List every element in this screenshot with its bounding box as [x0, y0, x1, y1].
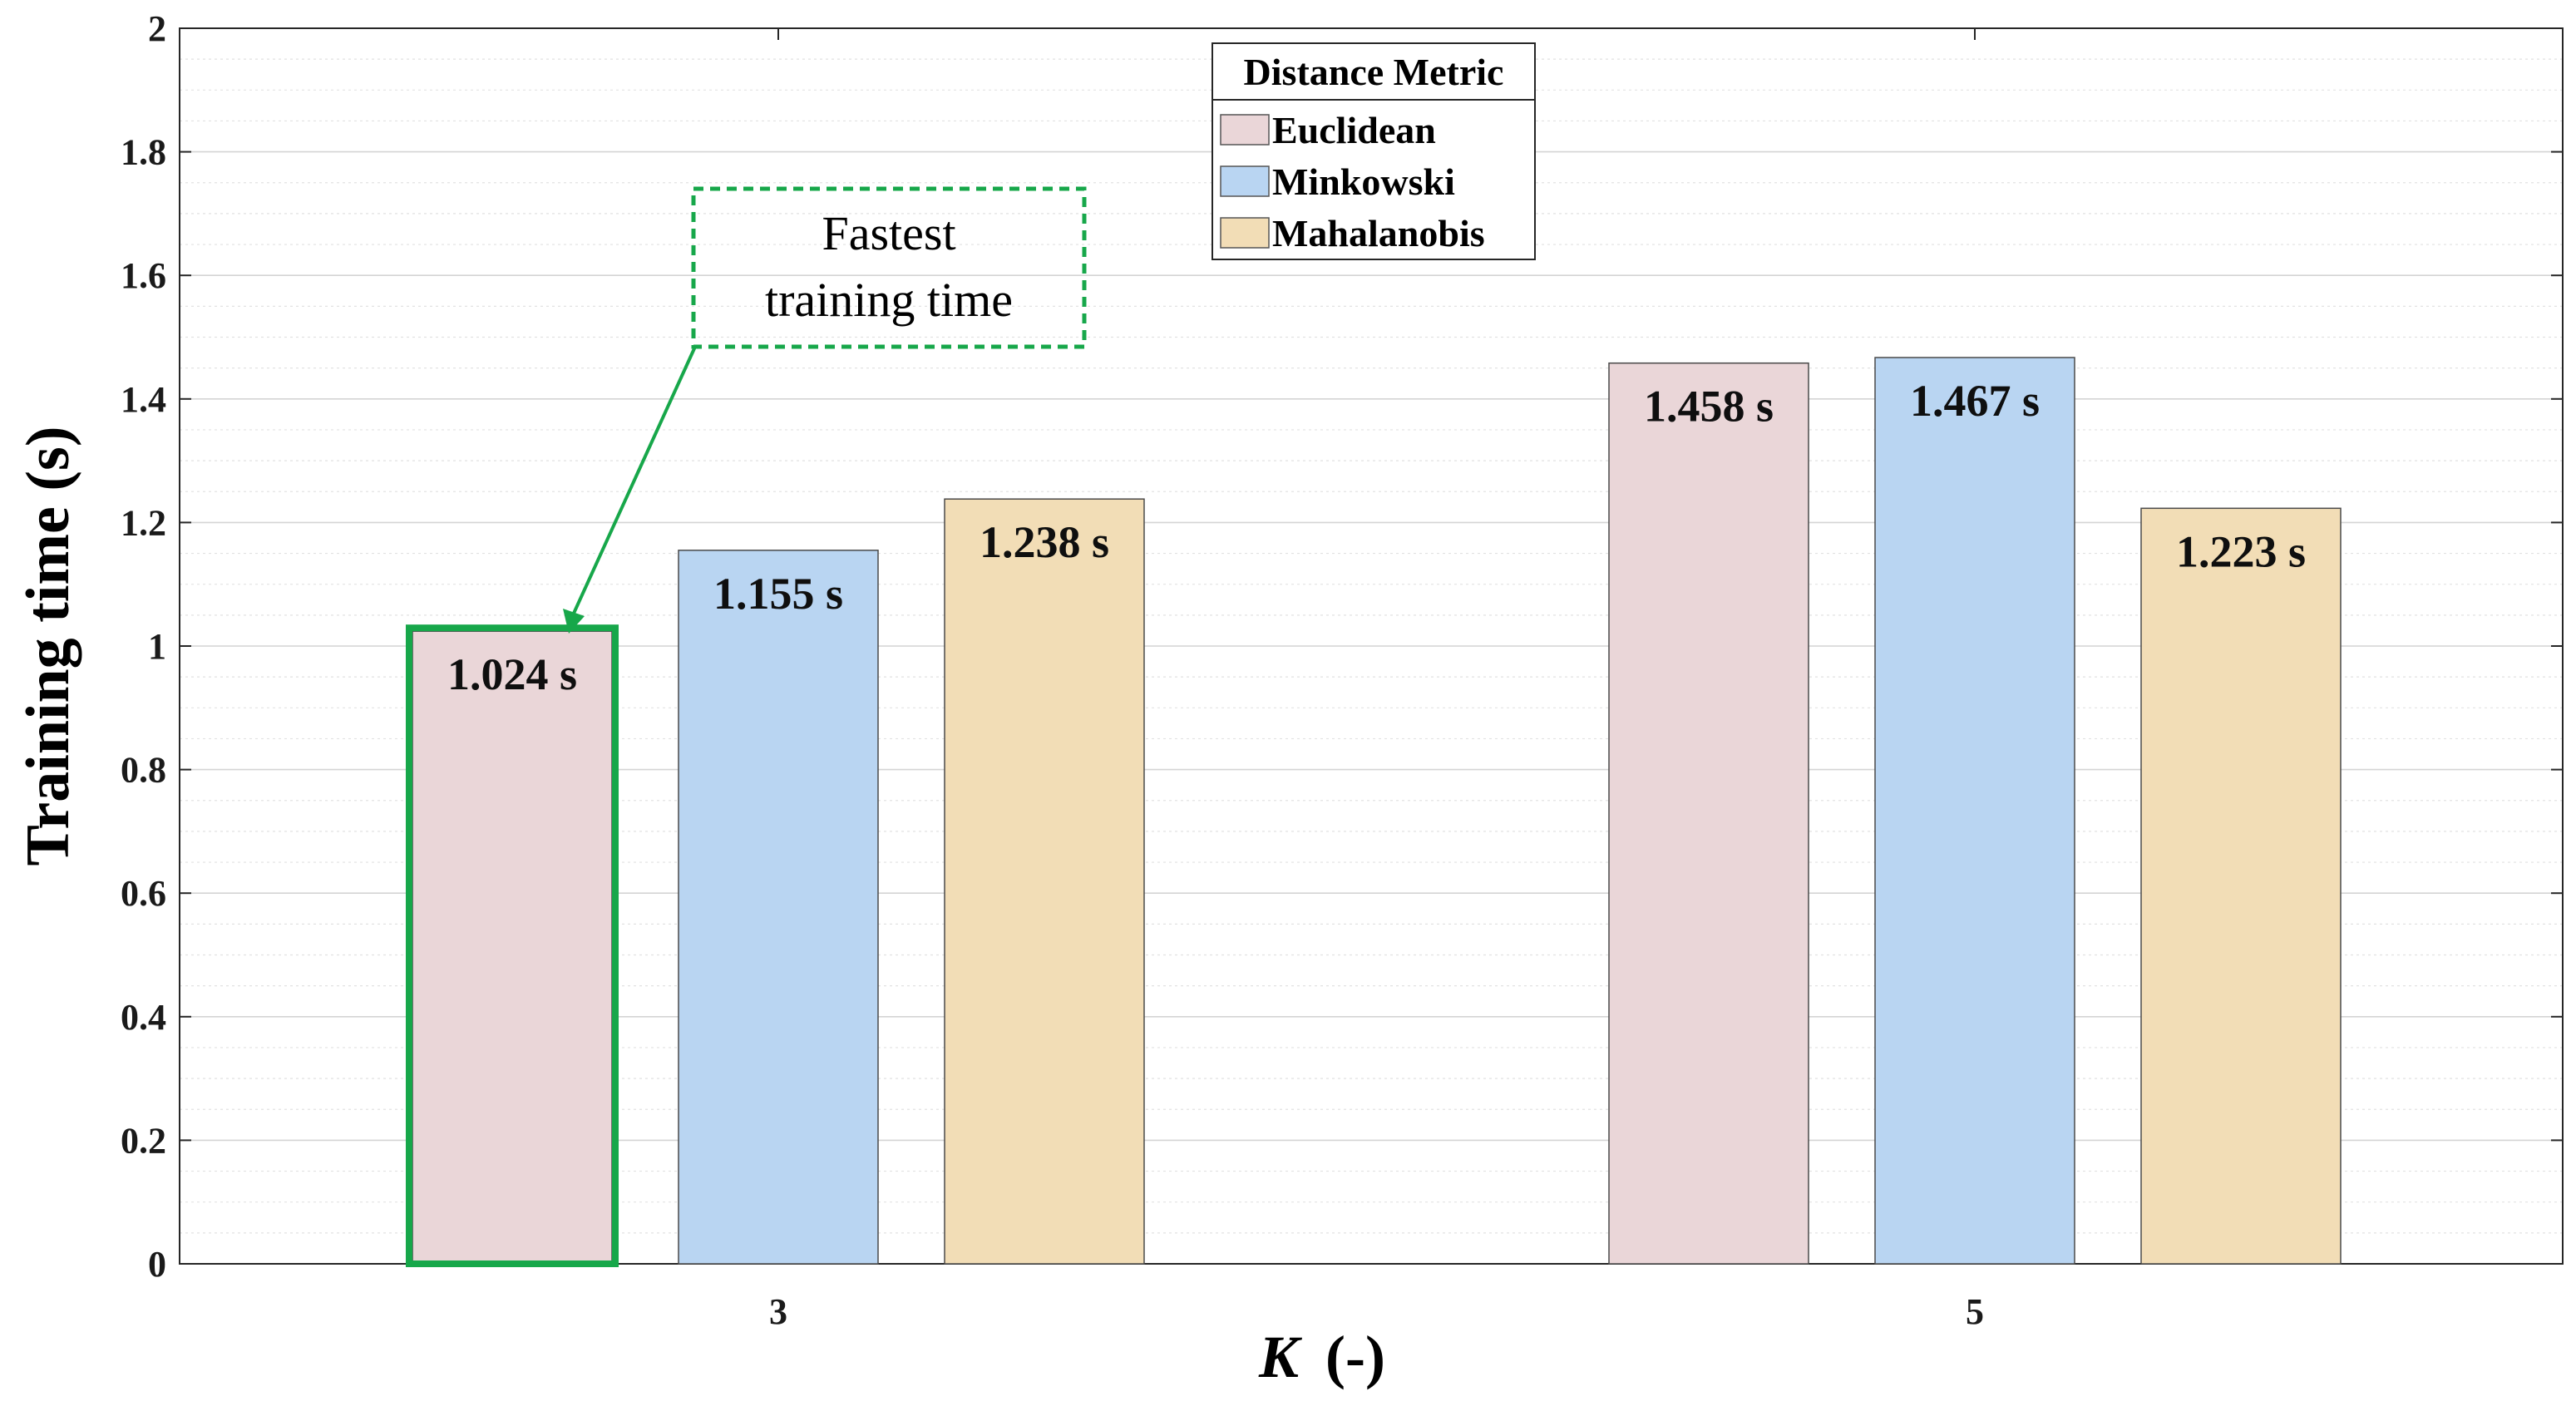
bars	[412, 357, 2342, 1265]
fastest-annotation: Fastest training time	[406, 186, 1087, 1267]
legend-swatch-euclidean	[1220, 114, 1270, 146]
y-tick-label: 0.8	[121, 750, 166, 791]
y-tick-label: 0.2	[121, 1120, 166, 1161]
bar-euclidean-k5	[1608, 362, 1809, 1265]
legend-swatch-minkowski	[1220, 165, 1270, 197]
y-tick-label: 1.2	[121, 502, 166, 543]
annotation-line-2: training time	[765, 273, 1013, 327]
x-tick-label: 5	[1966, 1291, 1984, 1332]
data-label-minkowski-k5: 1.467 s	[1910, 376, 2040, 426]
x-axis-unit: (-)	[1325, 1324, 1385, 1390]
legend-label-mahalanobis: Mahalanobis	[1272, 212, 1485, 254]
bar-euclidean-k3	[412, 630, 613, 1265]
legend-title: Distance Metric	[1244, 51, 1504, 93]
bar-mahalanobis-k5	[2140, 507, 2342, 1265]
y-tick-label: 1	[148, 626, 166, 667]
data-label-mahalanobis-k3: 1.238 s	[980, 517, 1109, 567]
y-tick-label: 1.8	[121, 132, 166, 173]
x-tick-label: 3	[769, 1291, 787, 1332]
data-label-minkowski-k3: 1.155 s	[713, 569, 843, 619]
y-axis-title: Training time (s)	[14, 427, 82, 866]
y-tick-label: 0.4	[121, 997, 166, 1038]
annotation-arrow-line	[570, 346, 697, 618]
fastest-bar-highlight	[406, 624, 619, 1267]
data-label-euclidean-k3: 1.024 s	[447, 649, 577, 699]
legend: Distance Metric Euclidean Minkowski Maha…	[1212, 42, 1536, 260]
y-tick-label: 1.6	[121, 255, 166, 296]
bar-minkowski-k5	[1874, 357, 2075, 1265]
x-axis-variable: K	[1258, 1324, 1303, 1390]
data-label-mahalanobis-k5: 1.223 s	[2176, 526, 2306, 576]
y-axis-ticks: 0 0.2 0.4 0.6 0.8 1 1.2 1.4 1.6 1.8 2	[121, 8, 2563, 1285]
y-tick-label: 1.4	[121, 379, 166, 420]
annotation-line-1: Fastest	[822, 206, 955, 260]
bar-minkowski-k3	[678, 550, 879, 1265]
y-tick-label: 0.6	[121, 873, 166, 914]
annotation-box	[691, 186, 1087, 349]
data-label-euclidean-k5: 1.458 s	[1644, 382, 1774, 432]
legend-label-minkowski: Minkowski	[1272, 160, 1455, 203]
bar-mahalanobis-k3	[944, 498, 1145, 1265]
legend-label-euclidean: Euclidean	[1272, 109, 1436, 151]
legend-swatch-mahalanobis	[1220, 217, 1270, 249]
data-labels: 1.024 s 1.155 s 1.238 s 1.458 s 1.467 s 1.223…	[447, 376, 2306, 699]
y-tick-label: 2	[148, 8, 166, 49]
y-tick-label: 0	[148, 1244, 166, 1285]
x-axis-title: K (-)	[1258, 1324, 1385, 1390]
